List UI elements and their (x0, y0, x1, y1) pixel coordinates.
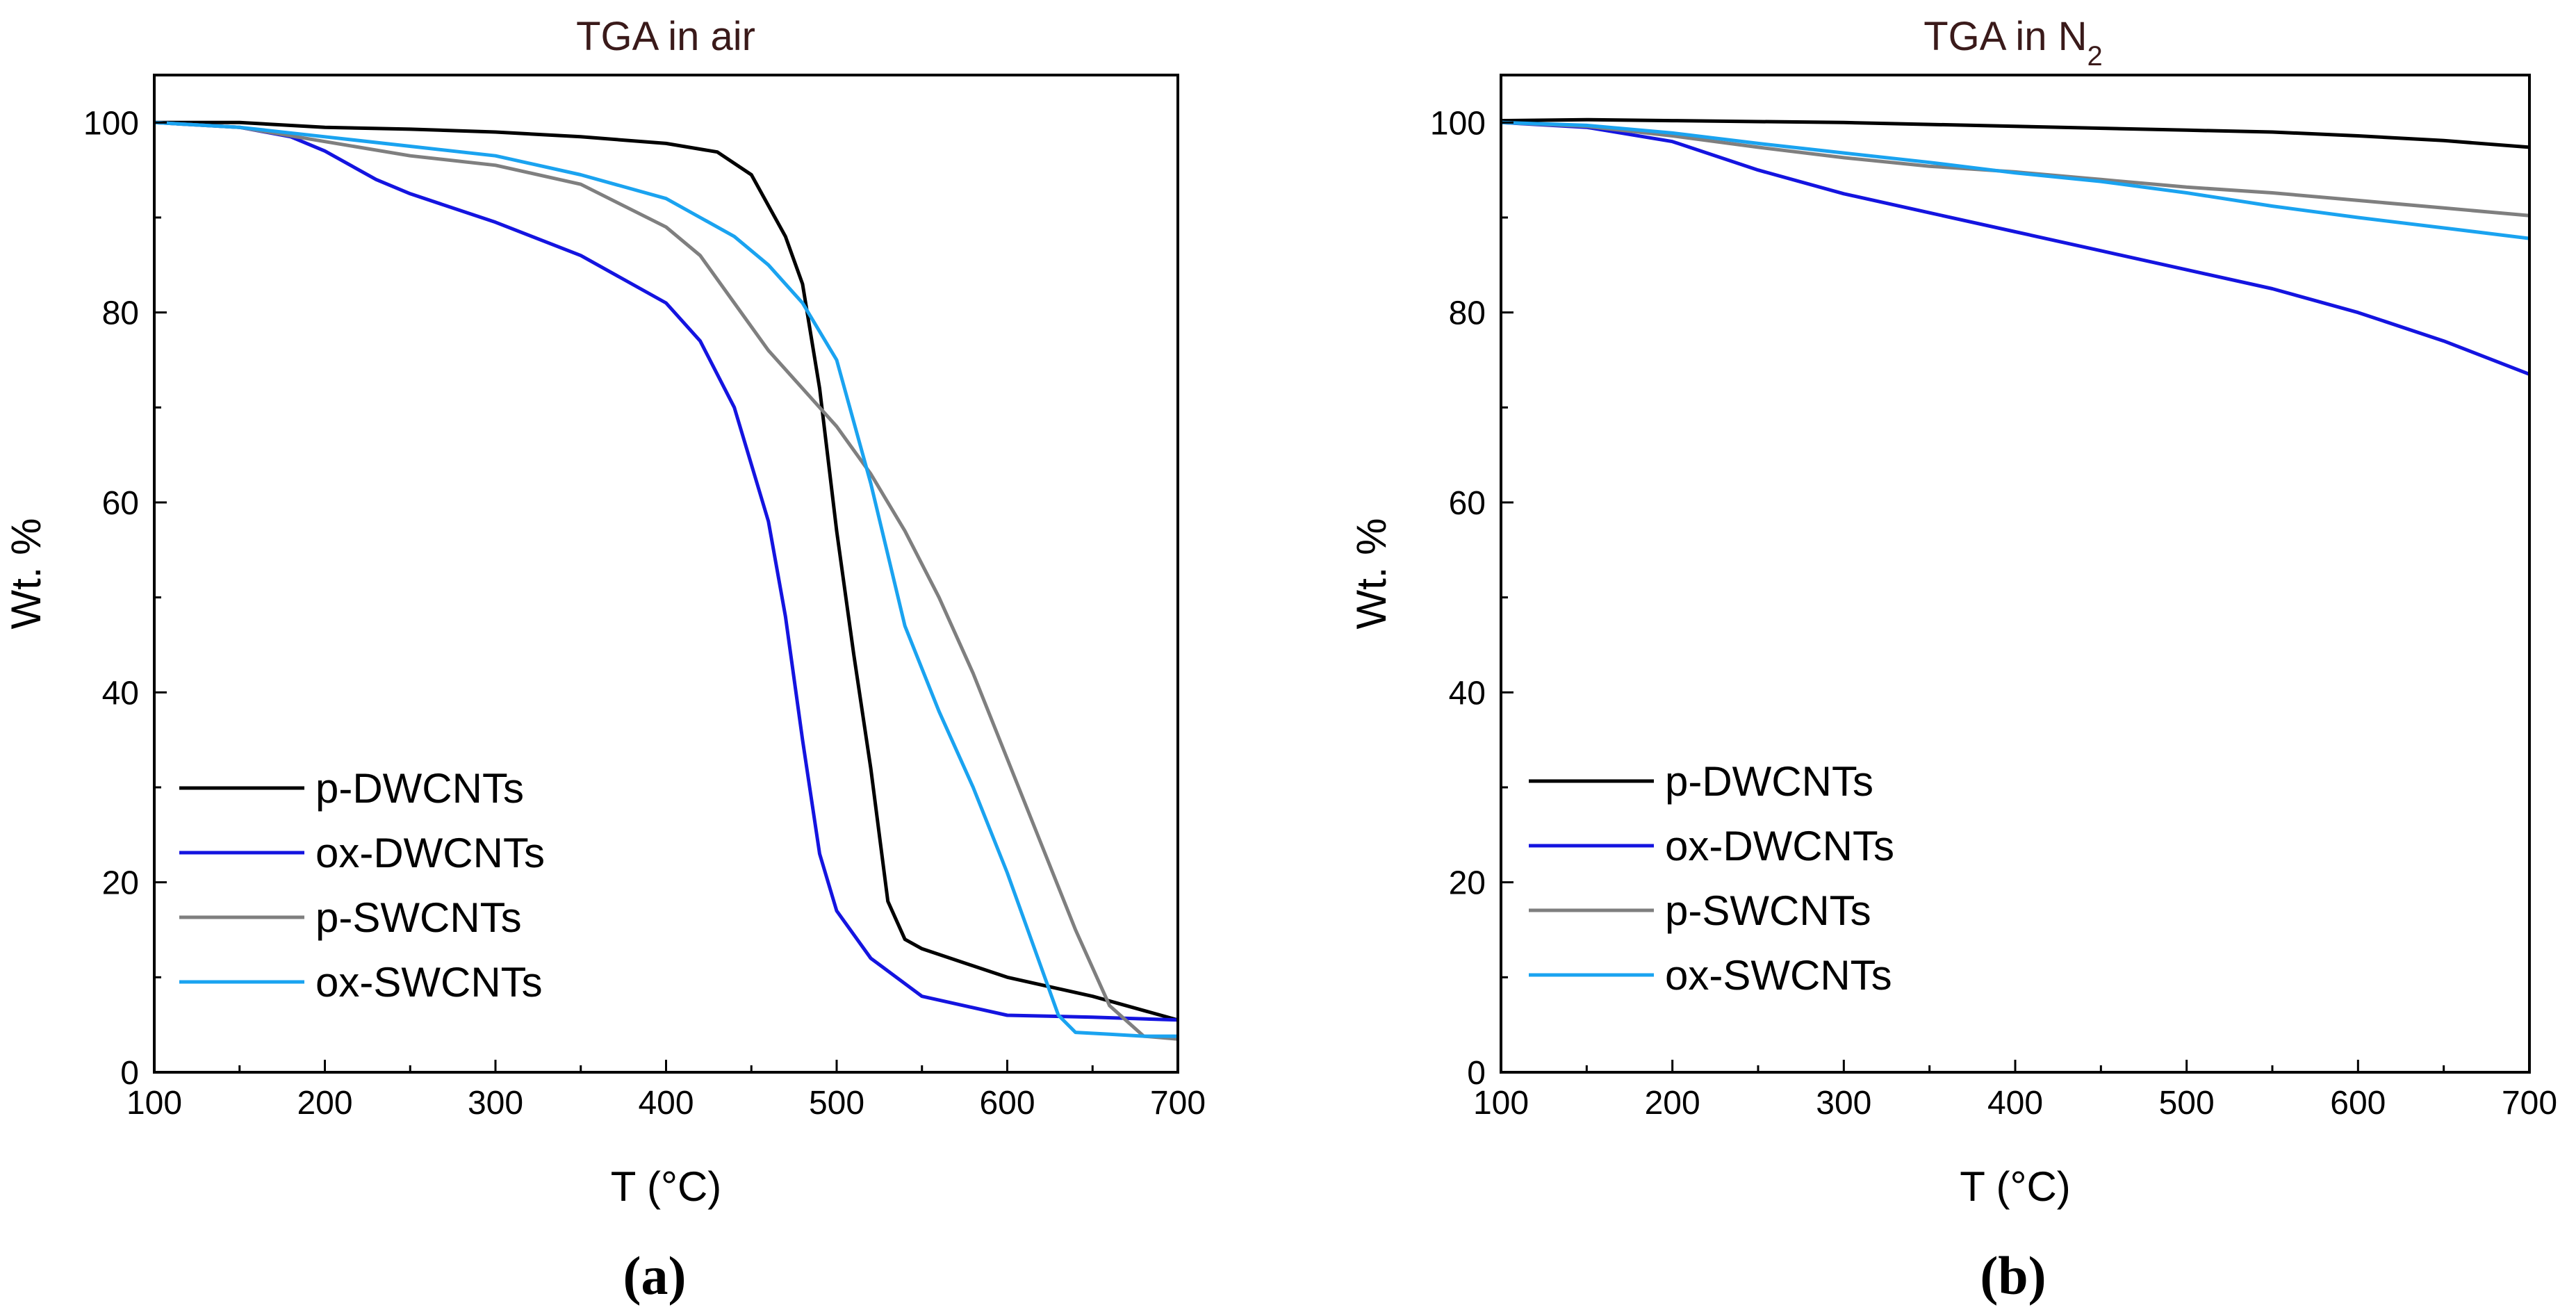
x-tick-label: 600 (2330, 1085, 2386, 1122)
y-tick-label: 100 (1430, 105, 1486, 142)
series-group (154, 120, 1178, 1041)
x-axis-title: T (°C) (1960, 1163, 2071, 1210)
y-tick-label: 20 (1449, 865, 1486, 902)
legend-label-p-dwcnts: p-DWCNTs (1665, 758, 1873, 805)
y-tick-label: 80 (1449, 295, 1486, 332)
y-axis-title: Wt. % (3, 518, 49, 630)
series-line-ox-swcnts (1501, 120, 2529, 240)
series-line-p-swcnts (154, 120, 1178, 1041)
legend: p-DWCNTs ox-DWCNTs p-SWCNTs ox-SWCNTs (1529, 758, 1894, 999)
y-tick-label: 0 (1467, 1055, 1486, 1092)
series-line-ox-dwcnts (154, 120, 1178, 1022)
y-tick-label: 0 (120, 1055, 139, 1092)
series-line-p-dwcnts (1501, 117, 2529, 149)
x-tick-label: 500 (2159, 1085, 2215, 1122)
y-tick-label: 100 (83, 105, 139, 142)
x-tick-label: 700 (2502, 1085, 2557, 1122)
y-axis-title: Wt. % (1348, 518, 1395, 630)
y-tick-label: 20 (102, 865, 139, 902)
x-tick-label: 300 (468, 1085, 523, 1122)
x-axis-title: T (°C) (611, 1163, 722, 1210)
x-tick-label: 400 (638, 1085, 694, 1122)
series-line-ox-dwcnts (1501, 120, 2529, 376)
x-tick-label: 200 (297, 1085, 352, 1122)
chart-title-subscript: 2 (2087, 41, 2103, 72)
legend-label-ox-swcnts: ox-SWCNTs (315, 959, 543, 1006)
x-tick-label: 700 (1150, 1085, 1206, 1122)
legend-label-p-swcnts: p-SWCNTs (1665, 887, 1871, 934)
y-tick-label: 60 (1449, 485, 1486, 522)
x-tick-label: 500 (809, 1085, 864, 1122)
panel-a-air: TGA in air 100 200 300 400 500 600 700 0 20 40 60 80… (3, 14, 1206, 1306)
series-line-p-dwcnts (154, 120, 1178, 1022)
legend: p-DWCNTs ox-DWCNTs p-SWCNTs ox-SWCNTs (179, 765, 545, 1006)
x-tick-label: 300 (1816, 1085, 1871, 1122)
y-tick-label: 40 (1449, 675, 1486, 712)
x-tick-label: 600 (979, 1085, 1035, 1122)
panel-label: (b) (1980, 1245, 2046, 1306)
chart-title: TGA in air (576, 14, 755, 59)
legend-label-ox-dwcnts: ox-DWCNTs (1665, 823, 1894, 869)
y-tick-label: 80 (102, 295, 139, 332)
x-tick-label: 400 (1987, 1085, 2043, 1122)
y-tick-label: 40 (102, 675, 139, 712)
legend-label-p-swcnts: p-SWCNTs (315, 894, 522, 941)
x-tick-label: 100 (126, 1085, 182, 1122)
chart-title: TGA in N2 (1923, 14, 2103, 72)
panel-label: (a) (623, 1245, 687, 1306)
series-line-ox-swcnts (154, 120, 1178, 1038)
legend-label-p-dwcnts: p-DWCNTs (315, 765, 524, 812)
y-tick-label: 60 (102, 485, 139, 522)
panel-b-nitrogen: TGA in N2 100 200 300 400 500 600 700 0 20 40 60 80 1… (1348, 14, 2557, 1306)
x-tick-label: 100 (1473, 1085, 1529, 1122)
series-group (1501, 117, 2529, 376)
plot-frame (1500, 74, 2531, 1074)
legend-label-ox-dwcnts: ox-DWCNTs (315, 830, 545, 876)
legend-label-ox-swcnts: ox-SWCNTs (1665, 952, 1892, 999)
x-tick-label: 200 (1645, 1085, 1700, 1122)
